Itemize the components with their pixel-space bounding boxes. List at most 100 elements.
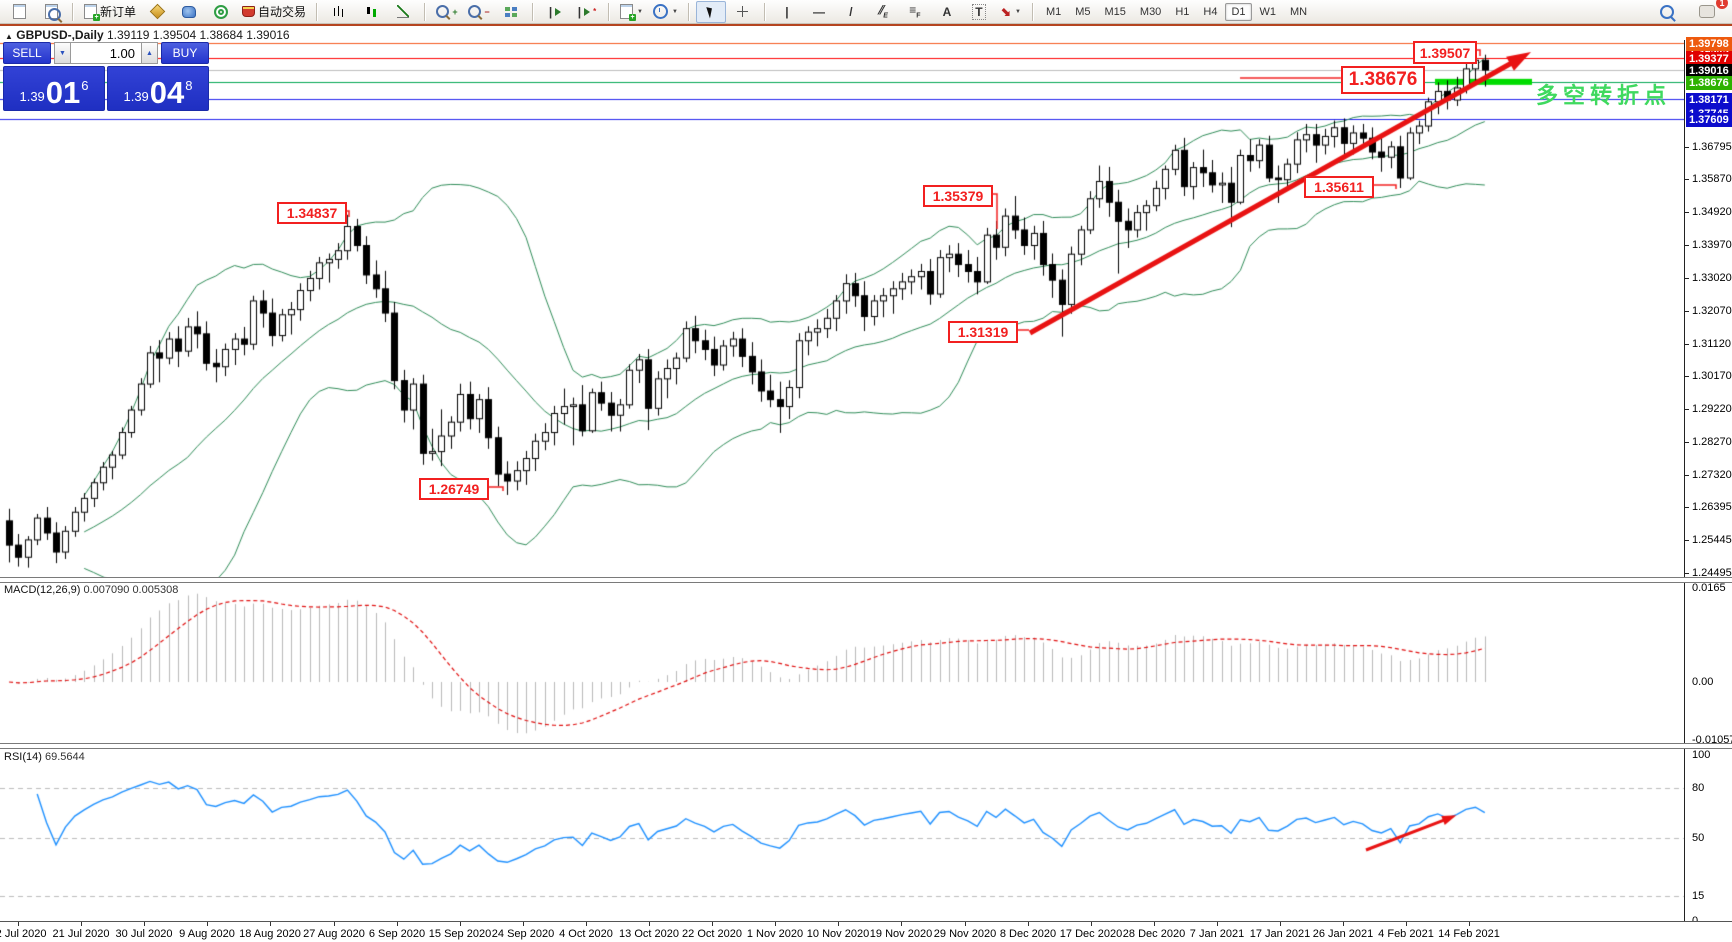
price-annotation[interactable]: 1.35379 <box>923 185 993 207</box>
volume-stepper: ▼ 1.00 ▲ <box>54 42 158 64</box>
new-chart-button[interactable] <box>4 1 34 23</box>
price-annotation[interactable]: 1.39507 <box>1413 41 1477 64</box>
date-label: 13 Oct 2020 <box>619 928 679 940</box>
date-tick <box>523 922 524 926</box>
indicators-icon: + <box>620 4 637 21</box>
channel-tool[interactable]: ⫽E <box>868 1 898 23</box>
volume-down-button[interactable]: ▼ <box>54 42 71 64</box>
new-chart-icon <box>12 4 26 19</box>
date-tick <box>270 922 271 926</box>
text-tool[interactable]: A <box>932 1 962 23</box>
date-tick <box>144 922 145 926</box>
date-tick <box>397 922 398 926</box>
timeframe-toolbar: M1 M5 M15 M30 H1 H4 D1 W1 MN <box>1040 2 1313 21</box>
timeframe-button-m30[interactable]: M30 <box>1139 5 1162 18</box>
text-label-tool[interactable]: T <box>964 1 994 23</box>
bar-chart-button[interactable] <box>324 1 354 23</box>
autotrade-icon <box>242 6 256 17</box>
cursor-icon <box>706 5 716 18</box>
price-level-label: 1.38676 <box>1686 76 1732 90</box>
price-annotation[interactable]: 1.31319 <box>948 321 1018 343</box>
price-annotation[interactable]: 1.38676 <box>1341 66 1425 94</box>
timeframe-button-d1[interactable]: D1 <box>1225 2 1252 21</box>
trendline-tool[interactable]: / <box>836 1 866 23</box>
date-tick <box>334 922 335 926</box>
vertical-line-icon: | <box>785 4 789 19</box>
timeframe-button-h4[interactable]: H4 <box>1203 5 1218 18</box>
timeframe-button-m15[interactable]: M15 <box>1104 5 1126 18</box>
timeframe-button-h1[interactable]: H1 <box>1175 5 1190 18</box>
vertical-line-tool[interactable]: | <box>772 1 802 23</box>
fibonacci-tool[interactable]: ≡F <box>900 1 930 23</box>
search-button[interactable] <box>1652 1 1682 23</box>
rsi-value: 69.5644 <box>44 751 85 763</box>
crosshair-tool-button[interactable] <box>728 1 758 23</box>
auto-scroll-icon: | <box>548 4 553 19</box>
chart-shift-button[interactable]: | * <box>577 4 597 19</box>
zoom-out-icon <box>468 5 482 18</box>
price-annotation[interactable]: 1.34837 <box>277 202 347 224</box>
price-tick-label: 1.29220 <box>1692 403 1732 415</box>
price-annotation[interactable]: 1.35611 <box>1304 176 1374 198</box>
new-order-button[interactable]: + 新订单 <box>80 1 140 23</box>
price-tick-label: 1.35870 <box>1692 173 1732 185</box>
price-tick-label: 1.33020 <box>1692 272 1732 284</box>
price-chart-canvas[interactable] <box>0 40 1684 578</box>
date-tick <box>775 922 776 926</box>
symbol-period-label: GBPUSD-,Daily <box>16 28 104 42</box>
sell-price-display[interactable]: 1.39 01 6 <box>3 66 105 111</box>
macd-rsi-separator[interactable] <box>0 743 1732 749</box>
notifications-button[interactable]: 1 <box>1692 0 1728 23</box>
timeframe-button-m5[interactable]: M5 <box>1075 5 1091 18</box>
market-button[interactable] <box>142 1 172 23</box>
price-annotation[interactable]: 1.26749 <box>419 478 489 500</box>
main-toolbar: + 新订单 自动交易 + − | | * + ▼ ▼ | — / ⫽E ≡F A <box>0 0 1732 24</box>
cursor-tool-button[interactable] <box>695 0 726 23</box>
periods-button[interactable]: ▼ <box>649 1 682 23</box>
community-button[interactable] <box>174 1 204 23</box>
collapse-triangle-icon[interactable]: ▲ <box>5 32 13 41</box>
signals-button[interactable] <box>206 1 236 23</box>
buy-price-display[interactable]: 1.39 04 8 <box>107 66 209 111</box>
main-macd-separator[interactable] <box>0 577 1732 583</box>
timeframe-button-mn[interactable]: MN <box>1290 5 1308 18</box>
sell-button[interactable]: SELL <box>3 42 51 64</box>
equidistant-channel-icon: ⫽E <box>877 3 888 20</box>
periods-clock-icon <box>652 4 668 19</box>
price-tick-label: 1.30170 <box>1692 370 1732 382</box>
profiles-button[interactable] <box>36 1 66 23</box>
price-tick-label: 1.28270 <box>1692 436 1732 448</box>
date-tick <box>1406 922 1407 926</box>
buy-button[interactable]: BUY <box>161 42 209 64</box>
time-axis[interactable]: 12 Jul 2020 21 Jul 2020 30 Jul 2020 9 Aug 2… <box>0 921 1732 942</box>
macd-indicator-canvas[interactable] <box>0 581 1684 743</box>
tile-windows-button[interactable] <box>496 1 526 23</box>
sell-price-pip: 6 <box>81 78 89 93</box>
zoom-in-button[interactable]: + <box>432 1 462 23</box>
candlestick-button[interactable] <box>356 1 386 23</box>
rsi-indicator-canvas[interactable] <box>0 748 1684 923</box>
date-label: 7 Jan 2021 <box>1189 928 1245 940</box>
price-level-label: 1.38171 <box>1686 93 1732 107</box>
price-tick-label: 1.26395 <box>1692 501 1732 513</box>
bar-chart-icon <box>333 5 346 18</box>
autotrade-button[interactable]: 自动交易 <box>238 1 310 23</box>
date-label: 9 Aug 2020 <box>179 928 235 940</box>
date-label: 1 Nov 2020 <box>746 928 804 940</box>
indicators-button[interactable]: + ▼ <box>616 1 647 23</box>
auto-scroll-button[interactable]: | <box>540 1 570 23</box>
price-tick <box>1684 507 1689 508</box>
date-tick <box>1217 922 1218 926</box>
arrows-tool[interactable]: ⬊ ▼ <box>1000 4 1021 19</box>
buy-price-pip: 8 <box>185 78 193 93</box>
date-tick <box>1343 922 1344 926</box>
date-label: 22 Oct 2020 <box>682 928 742 940</box>
zoom-out-button[interactable]: − <box>464 1 494 23</box>
line-chart-button[interactable] <box>388 1 418 23</box>
timeframe-button-w1[interactable]: W1 <box>1259 5 1277 18</box>
volume-up-button[interactable]: ▲ <box>141 42 158 64</box>
volume-value[interactable]: 1.00 <box>71 42 141 64</box>
date-label: 18 Aug 2020 <box>239 928 301 940</box>
horizontal-line-tool[interactable]: — <box>804 1 834 23</box>
timeframe-button-m1[interactable]: M1 <box>1045 5 1062 18</box>
